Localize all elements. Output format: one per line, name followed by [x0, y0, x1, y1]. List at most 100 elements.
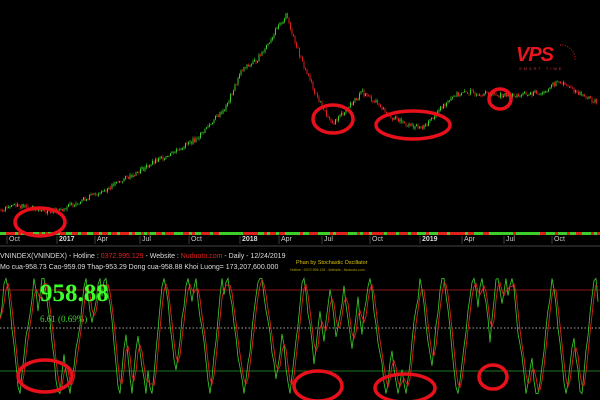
candle-body	[566, 84, 567, 86]
axis-band-segment	[387, 232, 390, 235]
axis-band-segment	[309, 232, 312, 235]
candle-body	[212, 123, 213, 125]
axis-band-segment	[303, 232, 306, 235]
candle-body	[291, 29, 293, 35]
candle-body	[12, 204, 14, 206]
axis-band-segment	[294, 232, 297, 235]
candle-body	[503, 95, 504, 98]
axis-band-segment	[516, 232, 519, 235]
logo-arc	[559, 44, 576, 61]
axis-band-segment	[75, 232, 78, 235]
candle-body	[549, 87, 551, 90]
axis-band-segment	[213, 232, 216, 235]
axis-band-segment	[525, 232, 528, 235]
axis-band-segment	[594, 232, 597, 235]
axis-band-segment	[186, 232, 189, 235]
candle-body	[314, 88, 315, 94]
candle-body	[470, 90, 471, 94]
candle-body	[237, 78, 239, 85]
axis-band-segment	[393, 232, 396, 235]
candle-body	[108, 187, 110, 189]
stochastic-k-line	[0, 276, 599, 395]
candle-body	[360, 91, 362, 94]
candle-body	[300, 56, 302, 58]
axis-band-segment	[366, 232, 369, 235]
candle-body	[101, 191, 102, 194]
axis-band-segment	[573, 232, 576, 235]
candle-body	[471, 90, 473, 91]
candle-body	[164, 158, 165, 160]
candle-body	[272, 37, 273, 40]
candle-body	[98, 194, 99, 196]
candle-body	[591, 98, 593, 103]
axis-band-segment	[522, 232, 525, 235]
candle-body	[290, 23, 291, 30]
candle-body	[515, 96, 516, 98]
axis-band-segment	[360, 232, 363, 235]
candle-body	[180, 148, 182, 151]
candle-body	[153, 161, 155, 164]
candle-body	[575, 90, 576, 93]
candle-body	[284, 18, 285, 22]
candle-body	[533, 92, 534, 96]
candle-body	[260, 54, 261, 56]
candle-body	[476, 94, 477, 96]
axis-band-segment	[291, 232, 294, 235]
candle-body	[396, 116, 398, 119]
candle-body	[140, 169, 141, 174]
axis-band-segment	[597, 232, 600, 235]
axis-band-segment	[189, 232, 192, 235]
axis-band-segment	[273, 232, 276, 235]
axis-band-segment	[453, 232, 456, 235]
candle-body	[420, 126, 422, 128]
candle-body	[288, 18, 290, 24]
candle-body	[432, 117, 434, 120]
candle-body	[276, 28, 278, 30]
candle-body	[377, 100, 378, 104]
candle-body	[335, 119, 336, 125]
candle-body	[536, 90, 537, 94]
candle-body	[522, 93, 524, 96]
candle-body	[450, 98, 452, 101]
axis-band-segment	[471, 232, 474, 235]
candle-body	[177, 149, 179, 151]
candle-body	[399, 118, 401, 122]
candle-body	[552, 82, 554, 85]
candle-body	[453, 95, 455, 97]
axis-band-segment	[78, 232, 81, 235]
candle-body	[149, 165, 150, 168]
candle-body	[207, 126, 209, 128]
candle-body	[398, 118, 399, 122]
axis-band-segment	[411, 232, 414, 235]
axis-band-segment	[369, 232, 372, 235]
candle-body	[183, 147, 185, 149]
axis-band-segment	[477, 232, 480, 235]
axis-band-segment	[153, 232, 156, 235]
indicator-subtitle: Hotline : 0372.995.129 - Website : Nuduo…	[290, 268, 365, 272]
axis-band-segment	[591, 232, 594, 235]
axis-band-segment	[468, 232, 471, 235]
candle-body	[462, 92, 464, 94]
candle-body	[230, 94, 231, 102]
axis-band-segment	[126, 232, 129, 235]
axis-band-segment	[486, 232, 489, 235]
axis-band-segment	[60, 232, 63, 235]
highlight-circle	[311, 103, 355, 135]
axis-band-segment	[144, 232, 147, 235]
axis-band-segment	[285, 232, 288, 235]
candle-body	[15, 204, 17, 207]
axis-band-segment	[207, 232, 210, 235]
axis-band-segment	[33, 232, 36, 235]
axis-band-segment	[582, 232, 585, 235]
candle-body	[236, 84, 237, 86]
axis-band-segment	[264, 232, 267, 235]
hotline: 0372.995.129	[100, 253, 144, 260]
candle-body	[197, 138, 198, 140]
candle-body	[416, 124, 417, 127]
candle-body	[41, 210, 42, 211]
axis-band-segment	[114, 232, 117, 235]
candle-body	[9, 206, 11, 208]
axis-band-segment	[381, 232, 384, 235]
candle-body	[162, 157, 164, 160]
axis-band-segment	[90, 232, 93, 235]
